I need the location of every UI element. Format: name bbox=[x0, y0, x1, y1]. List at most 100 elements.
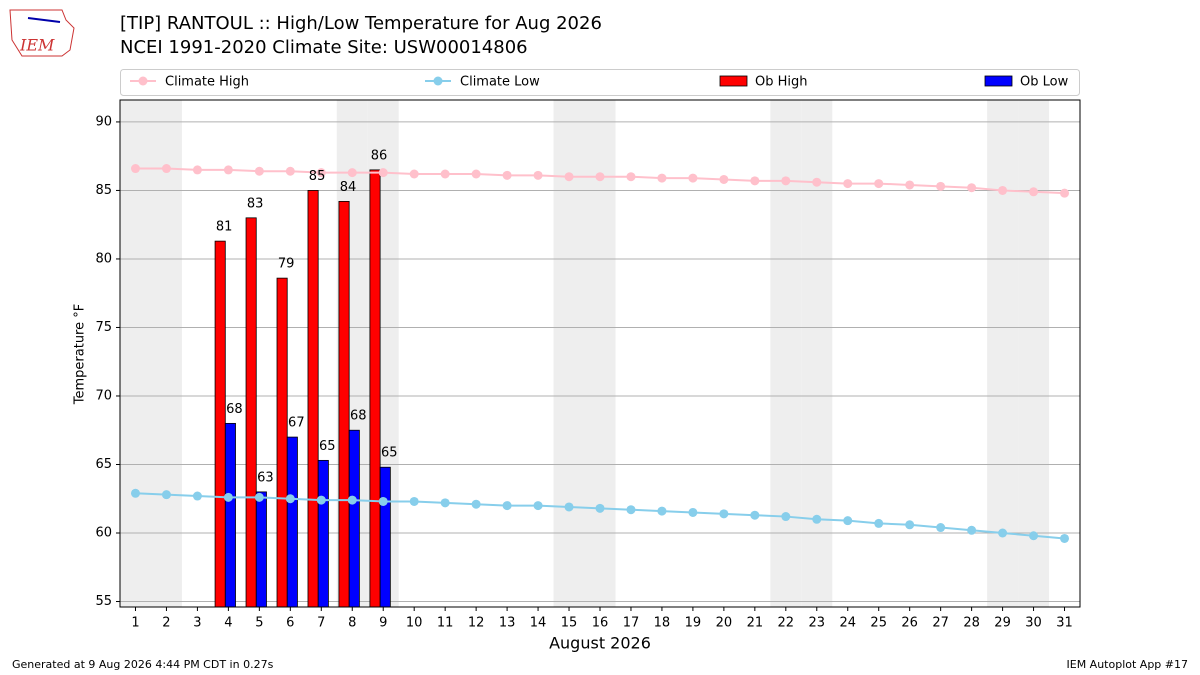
point bbox=[502, 501, 512, 511]
legend-swatch bbox=[433, 76, 443, 86]
x-tick-label: 14 bbox=[530, 616, 547, 631]
legend-label: Ob Low bbox=[1020, 75, 1069, 90]
point bbox=[843, 179, 853, 189]
y-tick-label: 85 bbox=[95, 183, 112, 198]
point bbox=[812, 177, 822, 187]
legend-label: Ob High bbox=[755, 75, 808, 90]
x-tick-label: 24 bbox=[839, 616, 856, 631]
x-tick-label: 8 bbox=[348, 616, 356, 631]
bar-value-label: 85 bbox=[309, 169, 326, 184]
bar-value-label: 68 bbox=[226, 402, 243, 417]
point bbox=[254, 166, 264, 176]
legend-label: Climate Low bbox=[460, 75, 540, 90]
x-tick-label: 5 bbox=[255, 616, 263, 631]
x-tick-label: 22 bbox=[778, 616, 795, 631]
point bbox=[316, 168, 326, 178]
point bbox=[905, 520, 915, 530]
x-tick-label: 13 bbox=[499, 616, 516, 631]
point bbox=[657, 506, 667, 516]
point bbox=[471, 499, 481, 509]
x-tick-label: 7 bbox=[317, 616, 325, 631]
point bbox=[1029, 187, 1039, 197]
x-tick-label: 15 bbox=[561, 616, 578, 631]
bar-value-label: 63 bbox=[257, 470, 274, 485]
bar bbox=[369, 169, 381, 608]
point bbox=[781, 512, 791, 522]
y-tick-label: 70 bbox=[95, 388, 112, 403]
point bbox=[719, 174, 729, 184]
x-tick-label: 3 bbox=[193, 616, 201, 631]
plot-area bbox=[120, 100, 1080, 608]
x-tick-label: 19 bbox=[685, 616, 702, 631]
point bbox=[719, 509, 729, 519]
point bbox=[626, 172, 636, 182]
plot-frame bbox=[119, 99, 1081, 608]
point bbox=[347, 168, 357, 178]
y-tick-label: 90 bbox=[95, 114, 112, 129]
point bbox=[874, 179, 884, 189]
weekend-shade bbox=[150, 100, 182, 607]
bar bbox=[255, 491, 267, 608]
legend-box bbox=[120, 69, 1080, 96]
chart-title: [TIP] RANTOUL :: High/Low Temperature fo… bbox=[120, 13, 602, 34]
x-tick-label: 18 bbox=[654, 616, 671, 631]
bar bbox=[307, 190, 319, 608]
bar-value-label: 65 bbox=[319, 439, 336, 454]
point bbox=[285, 494, 295, 504]
y-tick-label: 60 bbox=[95, 526, 112, 541]
bar bbox=[286, 436, 298, 608]
x-tick-label: 4 bbox=[224, 616, 232, 631]
bar bbox=[224, 422, 236, 608]
y-tick-label: 80 bbox=[95, 251, 112, 266]
point bbox=[595, 503, 605, 513]
point bbox=[1060, 533, 1070, 543]
point bbox=[812, 514, 822, 524]
x-tick-label: 11 bbox=[437, 616, 454, 631]
bar-value-label: 65 bbox=[381, 446, 398, 461]
point bbox=[1060, 188, 1070, 198]
legend-swatch bbox=[984, 75, 1013, 87]
point bbox=[564, 502, 574, 512]
x-tick-label: 31 bbox=[1056, 616, 1073, 631]
bar-value-label: 83 bbox=[247, 196, 264, 211]
x-tick-label: 2 bbox=[162, 616, 170, 631]
point bbox=[967, 183, 977, 193]
chart-subtitle: NCEI 1991-2020 Climate Site: USW00014806 bbox=[120, 37, 528, 58]
bar-value-label: 68 bbox=[350, 409, 367, 424]
x-tick-label: 25 bbox=[870, 616, 887, 631]
point bbox=[1029, 531, 1039, 541]
point bbox=[130, 164, 140, 174]
legend-label: Climate High bbox=[165, 75, 249, 90]
bar-value-label: 67 bbox=[288, 416, 305, 431]
point bbox=[843, 516, 853, 526]
point bbox=[161, 490, 171, 500]
point bbox=[285, 166, 295, 176]
weekend-shade bbox=[1018, 100, 1050, 607]
x-tick-label: 30 bbox=[1025, 616, 1042, 631]
x-tick-label: 12 bbox=[468, 616, 485, 631]
y-axis-label: Temperature °F bbox=[73, 304, 88, 405]
point bbox=[905, 180, 915, 190]
bar bbox=[317, 459, 329, 608]
point bbox=[688, 173, 698, 183]
weekend-shade bbox=[584, 100, 616, 607]
x-tick-label: 20 bbox=[716, 616, 733, 631]
x-tick-label: 27 bbox=[932, 616, 949, 631]
point bbox=[750, 176, 760, 186]
point bbox=[409, 496, 419, 506]
x-tick-label: 10 bbox=[406, 616, 423, 631]
x-tick-label: 28 bbox=[963, 616, 980, 631]
x-tick-label: 16 bbox=[592, 616, 609, 631]
point bbox=[595, 172, 605, 182]
legend-swatch bbox=[138, 76, 148, 86]
bar-value-label: 86 bbox=[371, 148, 388, 163]
point bbox=[781, 176, 791, 186]
weekend-shade bbox=[770, 100, 802, 607]
bar-value-label: 84 bbox=[340, 180, 357, 195]
bar bbox=[276, 277, 288, 608]
y-tick-label: 55 bbox=[95, 594, 112, 609]
bar-value-label: 79 bbox=[278, 257, 295, 272]
point bbox=[626, 505, 636, 515]
bar bbox=[338, 200, 350, 608]
logo-text: IEM bbox=[19, 36, 55, 55]
